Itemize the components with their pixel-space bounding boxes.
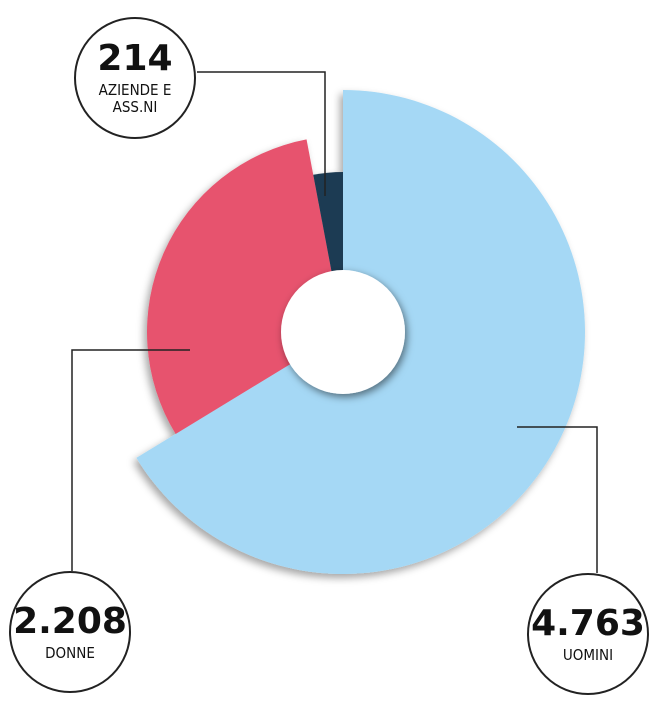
callout-line bbox=[197, 71, 326, 196]
callout-line bbox=[517, 426, 598, 573]
category-label: DONNE bbox=[45, 643, 95, 662]
category-label: AZIENDE E ASS.NI bbox=[98, 81, 172, 116]
donut-hole bbox=[281, 270, 405, 394]
callout-line bbox=[71, 349, 190, 571]
label-bubble: 2.208 DONNE bbox=[9, 571, 131, 693]
value-label: 4.763 bbox=[531, 602, 645, 644]
label-bubble: 4.763 UOMINI bbox=[527, 573, 649, 695]
category-label: UOMINI bbox=[562, 645, 614, 664]
value-label: 2.208 bbox=[13, 600, 127, 642]
label-bubble: 214 AZIENDE E ASS.NI bbox=[74, 17, 196, 139]
value-label: 214 bbox=[97, 38, 173, 79]
